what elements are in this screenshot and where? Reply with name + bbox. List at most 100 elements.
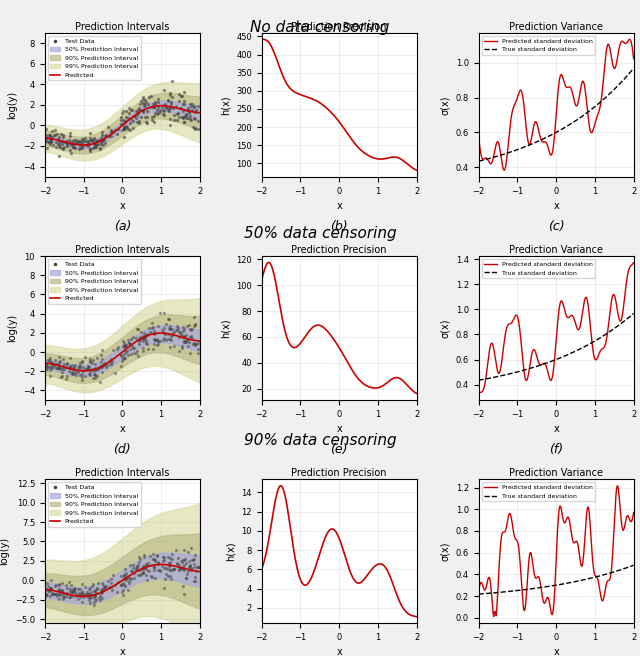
Test Data bbox=[138, 98, 148, 108]
Legend: Predicted standard deviation, True standard deviation: Predicted standard deviation, True stand… bbox=[482, 259, 595, 278]
Line: True standard deviation: True standard deviation bbox=[479, 565, 634, 594]
Point bbox=[83, 588, 93, 599]
Test Data bbox=[51, 137, 61, 148]
Point bbox=[115, 580, 125, 590]
Test Data bbox=[116, 112, 126, 123]
Point bbox=[74, 592, 84, 602]
Test Data bbox=[148, 334, 159, 344]
Test Data bbox=[124, 124, 134, 134]
Predicted standard deviation bbox=[475, 132, 483, 140]
Test Data bbox=[64, 365, 74, 376]
Point bbox=[177, 562, 188, 573]
Test Data bbox=[52, 138, 63, 149]
Test Data bbox=[65, 131, 75, 141]
Point bbox=[84, 588, 95, 599]
Test Data bbox=[159, 110, 169, 120]
Y-axis label: σ(x): σ(x) bbox=[440, 95, 450, 115]
Test Data bbox=[150, 335, 161, 345]
Point bbox=[95, 595, 105, 605]
Test Data bbox=[169, 115, 179, 126]
Test Data bbox=[150, 327, 160, 338]
Test Data bbox=[66, 363, 76, 373]
Predicted bbox=[41, 134, 49, 142]
Test Data bbox=[52, 363, 62, 373]
Test Data bbox=[143, 98, 153, 109]
Test Data bbox=[165, 113, 175, 124]
Point bbox=[179, 544, 189, 555]
Test Data bbox=[87, 358, 97, 369]
Test Data bbox=[62, 358, 72, 368]
Test Data bbox=[124, 350, 134, 360]
Test Data bbox=[126, 114, 136, 125]
Test Data bbox=[73, 136, 83, 147]
Test Data bbox=[125, 339, 135, 350]
Y-axis label: log(y): log(y) bbox=[0, 537, 10, 565]
Test Data bbox=[115, 118, 125, 129]
Test Data bbox=[76, 139, 86, 150]
Point bbox=[189, 559, 199, 569]
Test Data bbox=[175, 103, 185, 113]
Test Data bbox=[120, 115, 131, 126]
Legend: Predicted standard deviation, True standard deviation: Predicted standard deviation, True stand… bbox=[482, 482, 595, 501]
Test Data bbox=[56, 367, 67, 377]
Test Data bbox=[52, 363, 63, 373]
Test Data bbox=[65, 363, 75, 373]
Test Data bbox=[44, 134, 54, 144]
Point bbox=[64, 591, 74, 602]
Test Data bbox=[91, 142, 101, 152]
Test Data bbox=[60, 142, 70, 152]
Test Data bbox=[100, 358, 110, 368]
Test Data bbox=[191, 338, 201, 349]
Test Data bbox=[81, 364, 91, 375]
Test Data bbox=[106, 131, 116, 142]
Point bbox=[148, 553, 159, 564]
Test Data bbox=[149, 111, 159, 121]
Point bbox=[54, 580, 65, 590]
Test Data bbox=[86, 365, 97, 375]
Point bbox=[62, 583, 72, 593]
Test Data bbox=[54, 359, 64, 370]
Point bbox=[79, 588, 89, 599]
True standard deviation bbox=[615, 81, 623, 89]
Test Data bbox=[70, 370, 81, 380]
Test Data bbox=[119, 121, 129, 132]
Test Data bbox=[179, 331, 189, 342]
Test Data bbox=[112, 344, 122, 354]
Test Data bbox=[179, 337, 189, 347]
Point bbox=[138, 564, 148, 575]
Test Data bbox=[177, 91, 188, 101]
Point bbox=[149, 554, 159, 565]
Point bbox=[51, 589, 61, 600]
Test Data bbox=[131, 346, 141, 356]
Point bbox=[185, 563, 195, 573]
Title: Prediction Precision: Prediction Precision bbox=[291, 468, 387, 478]
Line: Predicted standard deviation: Predicted standard deviation bbox=[479, 485, 634, 617]
Point bbox=[84, 595, 94, 605]
Test Data bbox=[46, 137, 56, 148]
Test Data bbox=[90, 358, 100, 369]
Test Data bbox=[193, 348, 203, 359]
Test Data bbox=[179, 96, 189, 106]
Test Data bbox=[169, 110, 179, 120]
Point bbox=[82, 586, 92, 597]
Test Data bbox=[95, 143, 106, 154]
Test Data bbox=[144, 92, 154, 103]
True standard deviation bbox=[570, 578, 577, 586]
Test Data bbox=[157, 101, 167, 112]
Test Data bbox=[118, 338, 129, 348]
Test Data bbox=[77, 133, 87, 144]
Test Data bbox=[184, 108, 194, 118]
Test Data bbox=[179, 331, 189, 342]
Test Data bbox=[146, 91, 156, 101]
Point bbox=[138, 567, 148, 578]
Test Data bbox=[188, 122, 198, 133]
Test Data bbox=[89, 365, 99, 376]
Point bbox=[54, 586, 64, 596]
Test Data bbox=[163, 329, 173, 339]
Point bbox=[174, 564, 184, 575]
Test Data bbox=[80, 352, 90, 363]
Test Data bbox=[166, 76, 177, 87]
Test Data bbox=[58, 354, 68, 365]
Test Data bbox=[85, 146, 95, 156]
Predicted bbox=[157, 329, 164, 337]
